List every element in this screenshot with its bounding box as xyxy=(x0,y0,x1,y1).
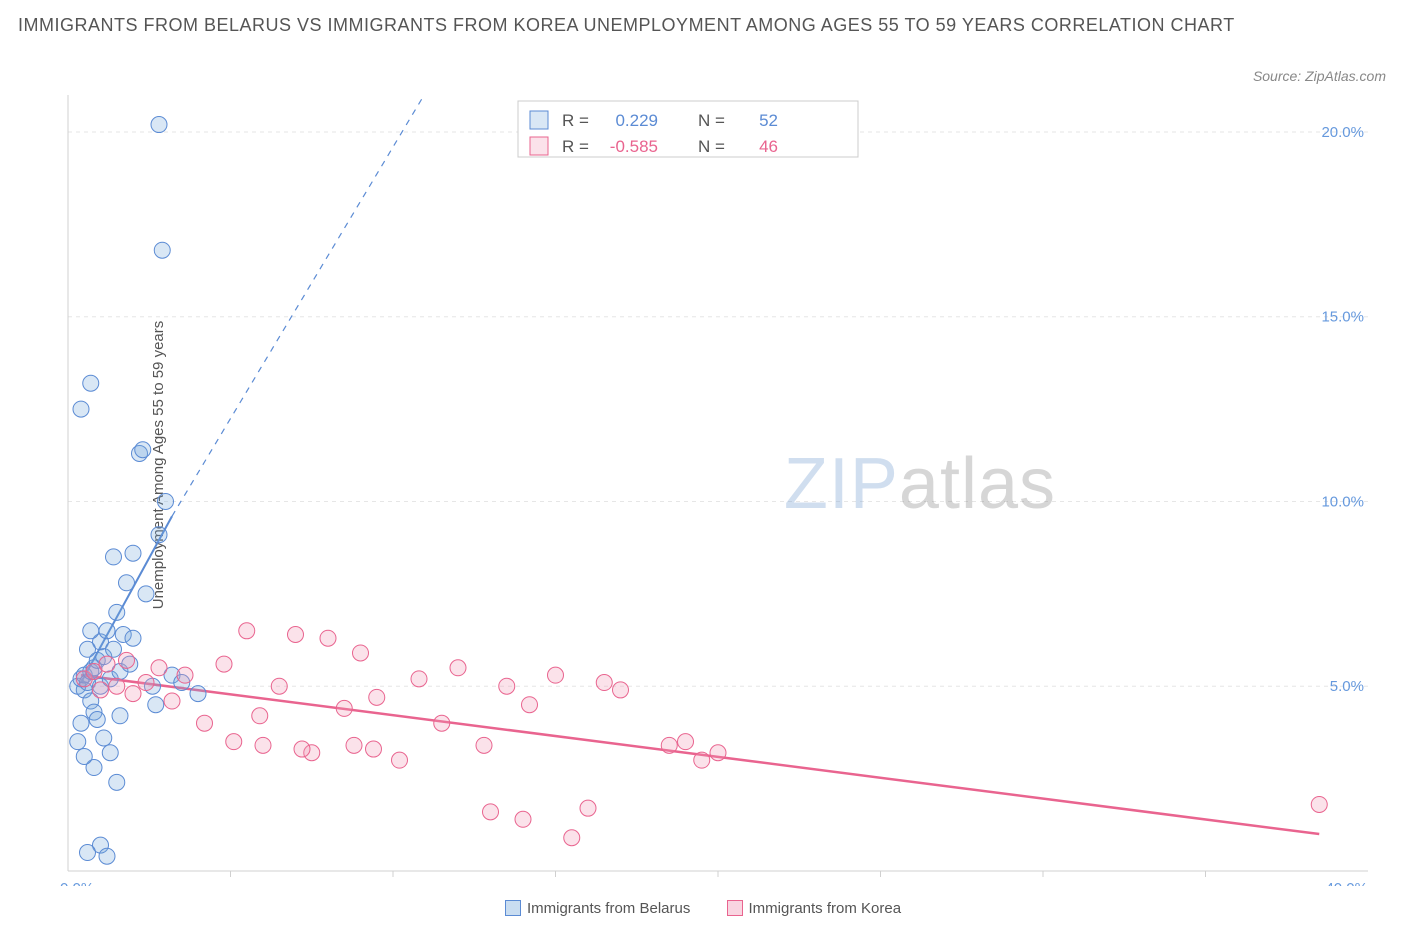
svg-text:N =: N = xyxy=(698,111,725,130)
source-credit: Source: ZipAtlas.com xyxy=(1253,68,1386,84)
svg-text:0.229: 0.229 xyxy=(615,111,658,130)
legend-swatch-icon xyxy=(505,900,521,916)
bottom-legend: Immigrants from Belarus Immigrants from … xyxy=(0,900,1406,921)
scatter-chart: 5.0% 10.0% 15.0% 20.0% 0.0% 40.0% R = 0.229 N = 5… xyxy=(48,95,1386,886)
svg-text:R =: R = xyxy=(562,111,589,130)
svg-text:10.0%: 10.0% xyxy=(1321,493,1364,510)
svg-text:-0.585: -0.585 xyxy=(610,137,658,156)
svg-text:0.0%: 0.0% xyxy=(60,880,94,886)
svg-text:15.0%: 15.0% xyxy=(1321,309,1364,326)
legend-label: Immigrants from Belarus xyxy=(527,900,690,917)
legend-label: Immigrants from Korea xyxy=(749,900,902,917)
svg-text:R =: R = xyxy=(562,137,589,156)
legend-item-korea: Immigrants from Korea xyxy=(727,900,902,917)
svg-text:N =: N = xyxy=(698,137,725,156)
svg-text:46: 46 xyxy=(759,137,778,156)
page-title: IMMIGRANTS FROM BELARUS VS IMMIGRANTS FR… xyxy=(18,12,1388,39)
svg-text:5.0%: 5.0% xyxy=(1330,678,1364,695)
legend-item-belarus: Immigrants from Belarus xyxy=(505,900,690,917)
svg-text:52: 52 xyxy=(759,111,778,130)
svg-text:40.0%: 40.0% xyxy=(1325,880,1368,886)
legend-swatch-icon xyxy=(727,900,743,916)
chart-area: 5.0% 10.0% 15.0% 20.0% 0.0% 40.0% R = 0.229 N = 5… xyxy=(48,95,1386,886)
svg-text:20.0%: 20.0% xyxy=(1321,124,1364,141)
